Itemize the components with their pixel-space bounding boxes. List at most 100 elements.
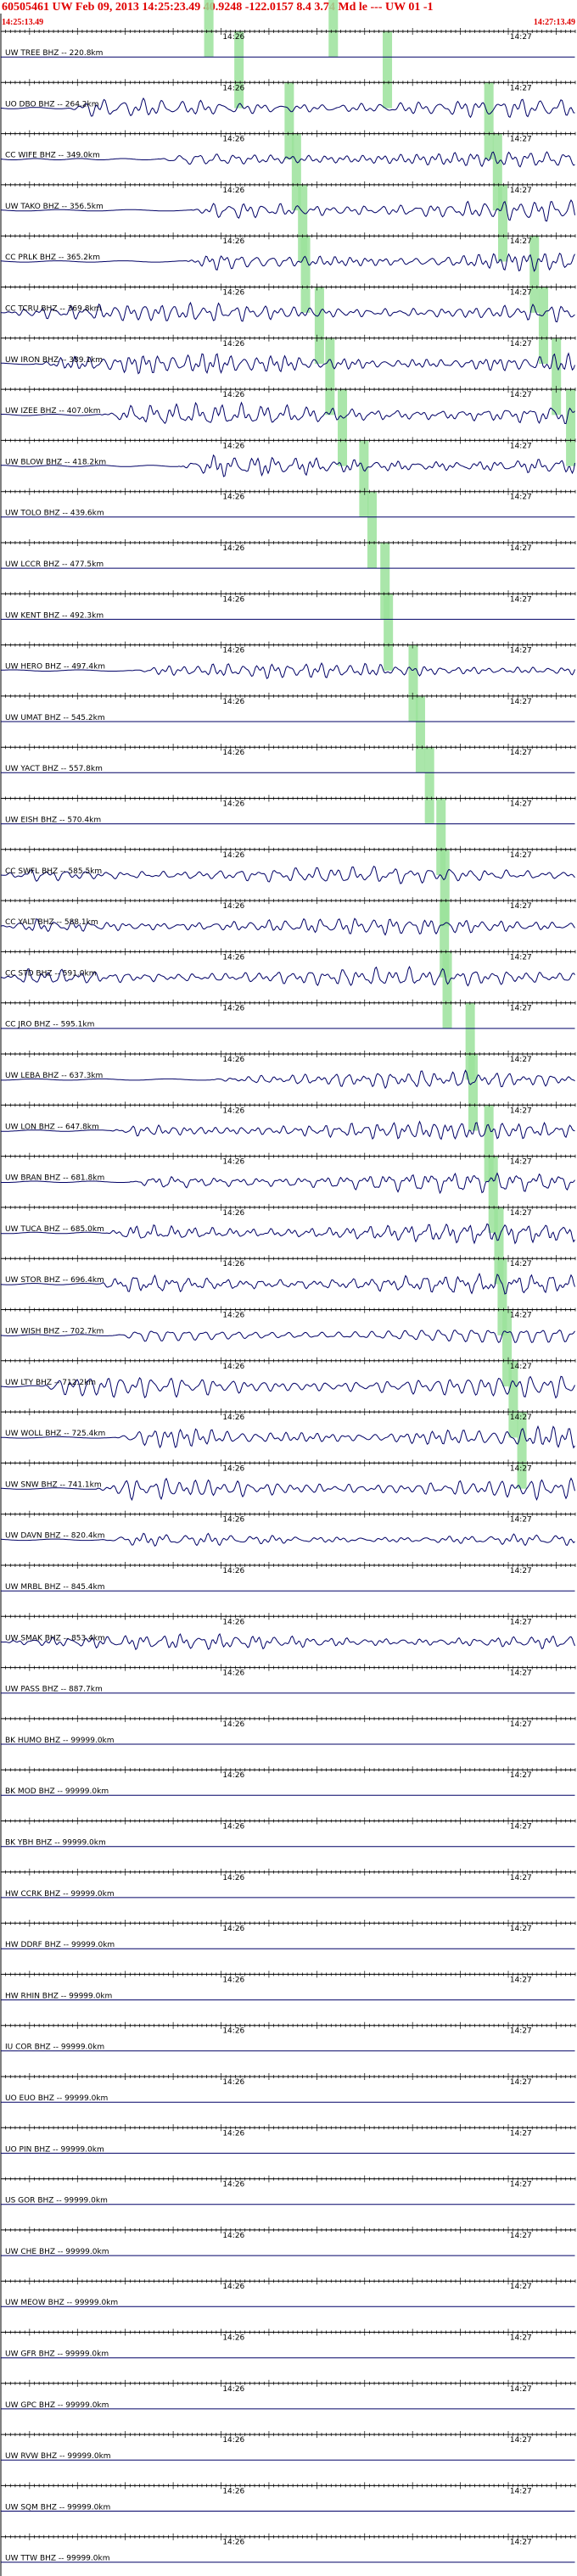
minute-tick-label: 14:26 — [222, 1720, 244, 1729]
event-title: 60505461 UW Feb 09, 2013 14:25:23.49 40.… — [2, 1, 434, 14]
time-axis: 14:26 14:27 — [0, 386, 576, 399]
minute-tick-label: 14:26 — [222, 237, 244, 246]
phase-pick-marker — [494, 1207, 504, 1285]
minute-tick-label: 14:27 — [510, 442, 532, 450]
time-axis: 14:26 14:27 — [0, 1459, 576, 1473]
minute-tick-label: 14:27 — [510, 1516, 532, 1525]
minute-tick-label: 14:26 — [222, 1005, 244, 1013]
phase-pick-marker — [517, 1412, 527, 1489]
minute-tick-label: 14:27 — [510, 595, 532, 604]
phase-pick-marker — [384, 594, 394, 671]
end-time-label: 14:27:13.49 — [533, 18, 575, 27]
time-axis: 14:26 14:27 — [0, 2021, 576, 2036]
time-axis: 14:26 14:27 — [0, 1510, 576, 1525]
time-axis: 14:26 14:27 — [0, 1051, 576, 1064]
phase-pick-marker — [284, 82, 294, 159]
phase-pick-marker — [440, 900, 450, 978]
time-axis: 14:26 14:27 — [0, 1306, 576, 1320]
minute-tick-label: 14:27 — [510, 1567, 532, 1575]
minute-tick-label: 14:26 — [222, 1107, 244, 1115]
time-axis: 14:26 14:27 — [0, 897, 576, 911]
time-axis: 14:26 14:27 — [0, 1868, 576, 1882]
minute-tick-label: 14:27 — [510, 851, 532, 860]
phase-pick-marker — [337, 389, 348, 466]
minute-tick-label: 14:27 — [510, 1771, 532, 1780]
time-axis: 14:26 14:27 — [0, 1203, 576, 1218]
time-axis: 14:26 14:27 — [0, 488, 576, 502]
phase-pick-marker — [508, 1361, 518, 1438]
time-axis: 14:26 14:27 — [0, 539, 576, 553]
time-axis: 14:26 14:27 — [0, 744, 576, 757]
pick-markers — [204, 0, 576, 1489]
minute-tick-label: 14:27 — [510, 1363, 532, 1371]
time-axis: 14:26 14:27 — [0, 28, 576, 42]
phase-pick-marker — [234, 31, 244, 109]
minute-tick-label: 14:27 — [510, 1260, 532, 1268]
minute-tick-label: 14:26 — [222, 698, 244, 706]
time-axis: 14:26 14:27 — [0, 437, 576, 450]
minute-tick-label: 14:27 — [510, 340, 532, 348]
seismogram-header: 60505461 UW Feb 09, 2013 14:25:23.49 40.… — [0, 0, 577, 29]
phase-pick-marker — [367, 492, 377, 569]
time-axis: 14:26 14:27 — [0, 999, 576, 1013]
minute-tick-label: 14:27 — [510, 544, 532, 553]
phase-pick-marker — [566, 389, 576, 466]
minute-tick-label: 14:27 — [510, 391, 532, 399]
phase-pick-marker — [492, 133, 502, 211]
minute-tick-label: 14:26 — [222, 1874, 244, 1882]
phase-pick-marker — [300, 236, 311, 313]
minute-tick-label: 14:27 — [510, 1209, 532, 1218]
phase-pick-marker — [436, 798, 446, 876]
minute-tick-label: 14:26 — [222, 1925, 244, 1933]
minute-tick-label: 14:26 — [222, 1056, 244, 1064]
phase-pick-marker — [465, 1003, 475, 1080]
minute-tick-label: 14:26 — [222, 1567, 244, 1575]
phase-pick-marker — [529, 236, 540, 313]
minute-tick-label: 14:27 — [510, 1056, 532, 1064]
time-axis: 14:26 14:27 — [0, 1255, 576, 1268]
time-axis: 14:26 14:27 — [0, 1613, 576, 1626]
minute-tick-label: 14:27 — [510, 1925, 532, 1933]
time-axis: 14:26 14:27 — [0, 1920, 576, 1933]
minute-tick-label: 14:26 — [222, 289, 244, 298]
phase-pick-marker — [502, 1309, 513, 1387]
minute-tick-label: 14:27 — [510, 84, 532, 92]
minute-tick-label: 14:26 — [222, 340, 244, 348]
minute-tick-label: 14:27 — [510, 902, 532, 911]
phase-pick-marker — [442, 951, 452, 1029]
minute-tick-label: 14:26 — [222, 442, 244, 450]
time-axis: 14:26 14:27 — [0, 1664, 576, 1678]
phase-pick-marker — [291, 133, 301, 211]
minute-tick-label: 14:26 — [222, 33, 244, 42]
minute-tick-label: 14:26 — [222, 1209, 244, 1218]
minute-tick-label: 14:26 — [222, 1771, 244, 1780]
phase-pick-marker — [484, 1105, 494, 1182]
time-axis: 14:26 14:27 — [0, 1562, 576, 1575]
time-axis: 14:26 14:27 — [0, 1971, 576, 1984]
minute-tick-label: 14:26 — [222, 136, 244, 144]
minute-tick-label: 14:27 — [510, 1158, 532, 1167]
time-axis: 14:26 14:27 — [0, 641, 576, 655]
minute-tick-label: 14:26 — [222, 1618, 244, 1626]
minute-tick-label: 14:26 — [222, 544, 244, 553]
minute-tick-label: 14:26 — [222, 1976, 244, 1984]
minute-tick-label: 14:27 — [510, 237, 532, 246]
phase-pick-marker — [408, 644, 418, 722]
minute-tick-label: 14:27 — [510, 1670, 532, 1678]
minute-tick-label: 14:26 — [222, 647, 244, 655]
minute-tick-label: 14:27 — [510, 1618, 532, 1626]
start-time-label: 14:25:13.49 — [2, 18, 44, 27]
time-axis: 14:26 14:27 — [0, 1101, 576, 1115]
phase-pick-marker — [380, 543, 390, 620]
time-axis: 14:26 14:27 — [0, 1357, 576, 1371]
time-axis: 14:26 14:27 — [0, 181, 576, 195]
phase-pick-marker — [497, 1258, 507, 1335]
time-axis: 14:26 14:27 — [0, 795, 576, 809]
time-axis: 14:26 14:27 — [0, 79, 576, 92]
phase-pick-marker — [468, 1054, 479, 1131]
time-axis: 14:26 14:27 — [0, 283, 576, 298]
minute-tick-label: 14:26 — [222, 902, 244, 911]
time-axis: 14:26 14:27 — [0, 1715, 576, 1729]
minute-tick-label: 14:27 — [510, 1823, 532, 1832]
minute-tick-label: 14:26 — [222, 1260, 244, 1268]
